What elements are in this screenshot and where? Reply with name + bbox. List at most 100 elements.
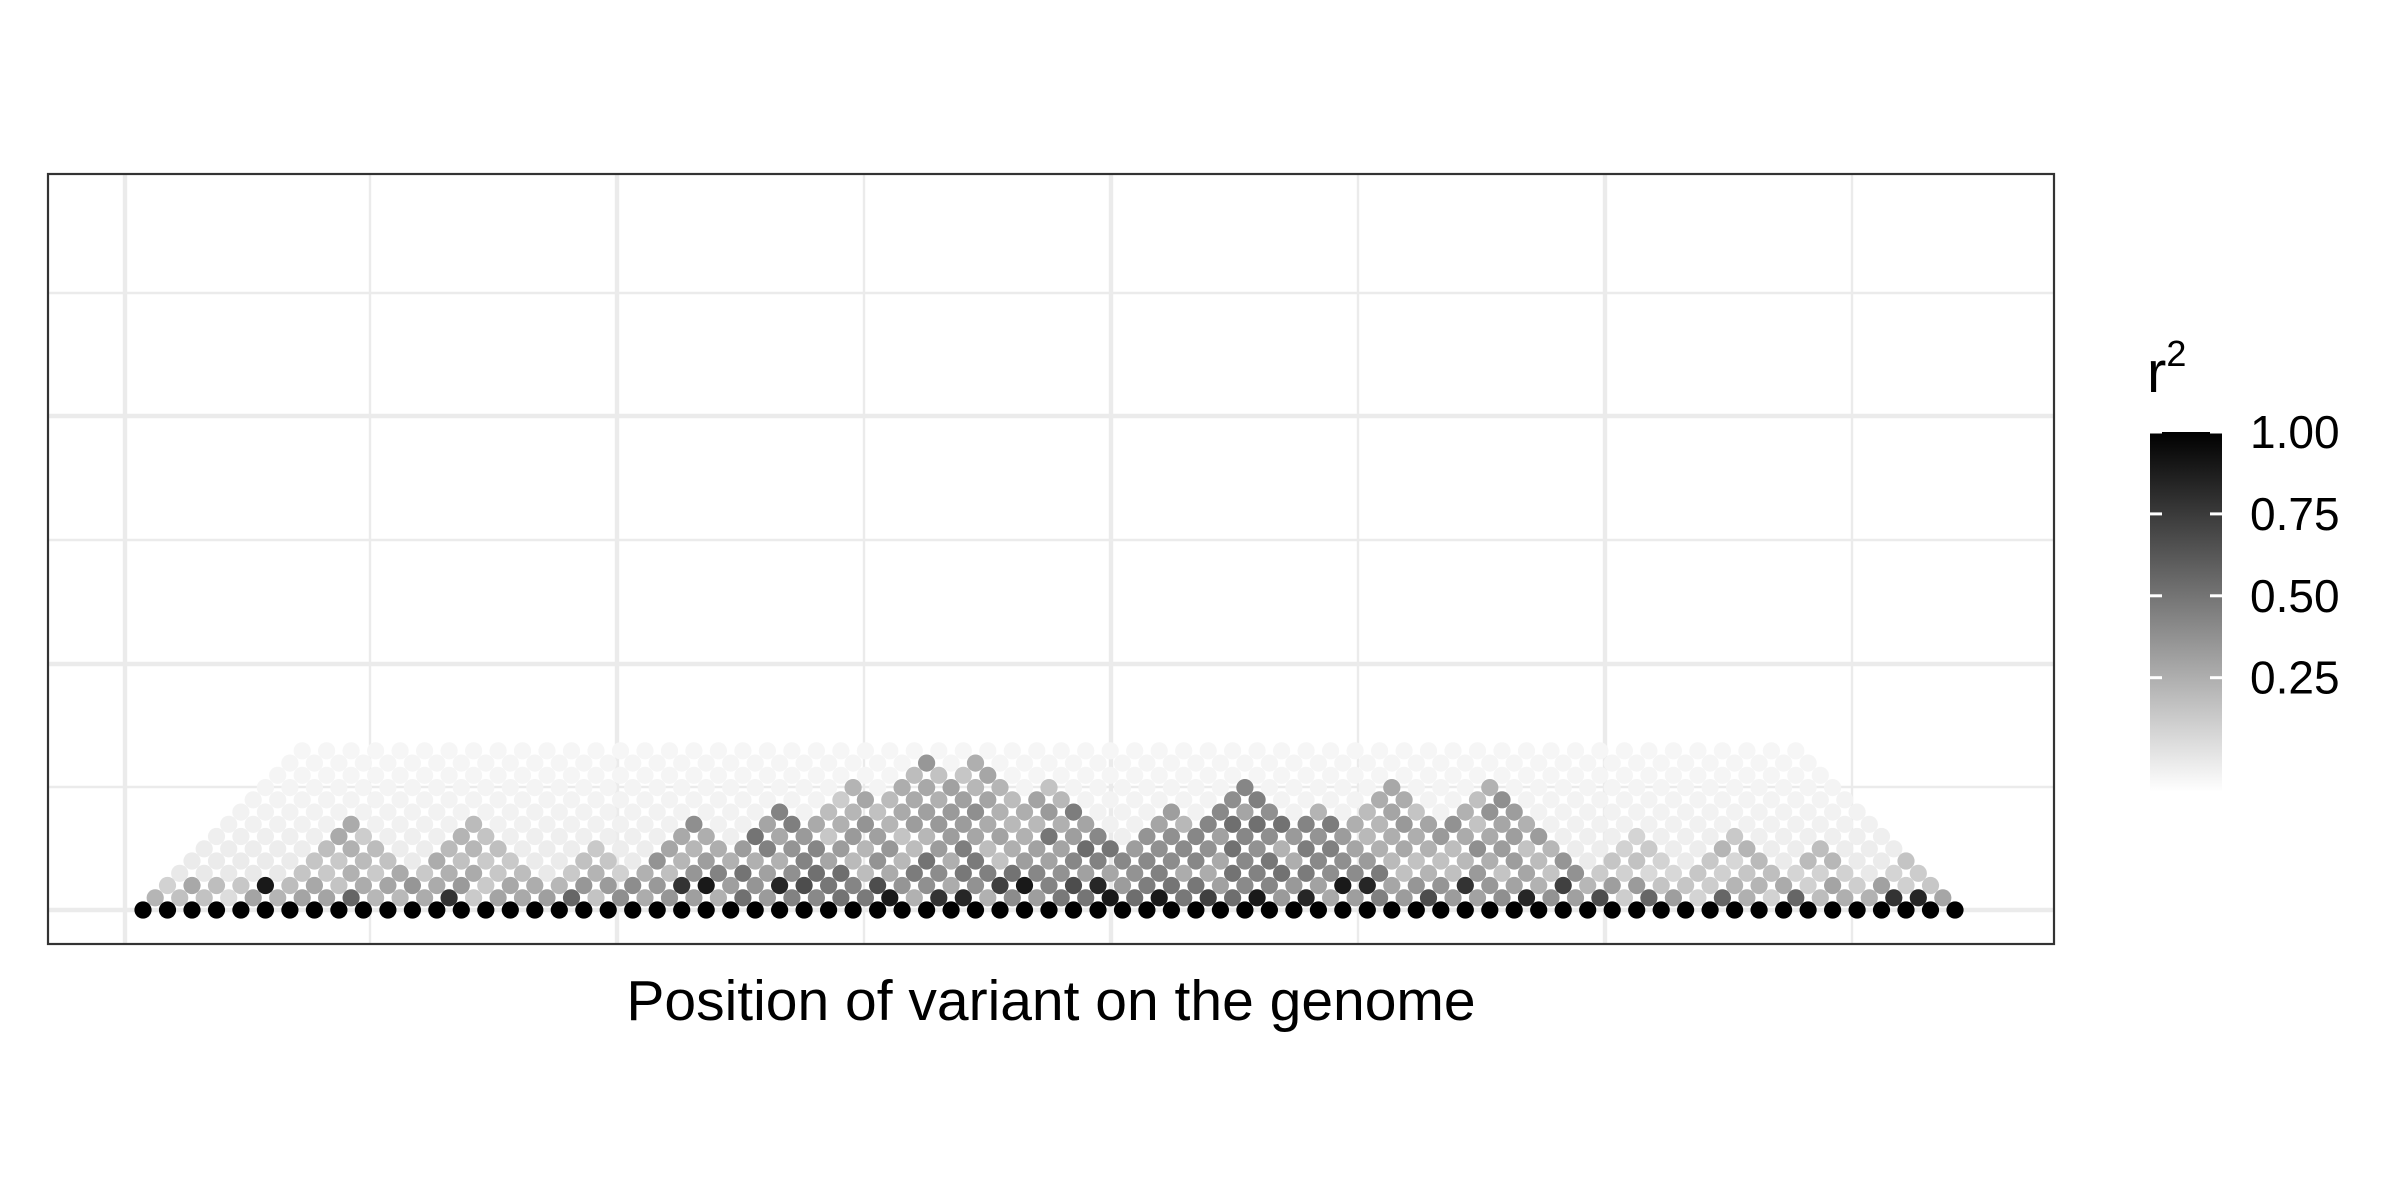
ld-pair-point xyxy=(1542,840,1560,858)
variant-point xyxy=(526,901,544,919)
ld-pair-point xyxy=(1113,779,1132,797)
ld-pair-point xyxy=(538,791,556,809)
ld-pair-point xyxy=(1787,889,1805,907)
ld-pair-point xyxy=(771,779,789,797)
ld-pair-point xyxy=(1407,779,1425,797)
ld-pair-point xyxy=(1603,852,1621,870)
ld-pair-point xyxy=(1824,779,1842,797)
ld-pair-point xyxy=(1664,864,1682,882)
ld-pair-point xyxy=(1077,864,1095,882)
ld-pair-point xyxy=(1468,742,1487,760)
variant-point xyxy=(1799,901,1817,919)
ld-pair-point xyxy=(367,840,385,858)
ld-pair-point xyxy=(1909,864,1927,882)
panel-border xyxy=(46,172,2056,946)
variant-point xyxy=(1162,901,1180,919)
ld-pair-point xyxy=(1750,852,1768,870)
variant-point xyxy=(599,901,617,919)
legend-title: r2 xyxy=(2147,333,2186,405)
ld-pair-point xyxy=(1530,803,1548,821)
ld-pair-point xyxy=(1824,852,1842,870)
ld-pair-point xyxy=(1052,840,1070,858)
ld-pair-point xyxy=(673,779,691,797)
ld-pair-point xyxy=(1493,791,1511,809)
ld-pair-point xyxy=(1738,742,1756,760)
ld-pair-point xyxy=(244,840,262,858)
ld-pair-point xyxy=(1811,766,1829,784)
ld-pair-point xyxy=(305,803,323,821)
ld-pair-point xyxy=(1897,876,1915,895)
ld-pair-point xyxy=(1909,889,1927,907)
ld-pair-point xyxy=(1677,876,1695,895)
ld-pair-point xyxy=(636,766,654,784)
ld-pair-point xyxy=(526,852,544,870)
ld-pair-point xyxy=(1248,864,1266,882)
ld-pair-point xyxy=(746,779,764,797)
variant-point xyxy=(918,901,936,919)
variant-point xyxy=(869,901,887,919)
ld-pair-point xyxy=(795,852,813,870)
ld-pair-point xyxy=(979,742,997,760)
ld-pair-point xyxy=(416,791,434,809)
ld-pair-point xyxy=(930,766,948,784)
ld-pair-point xyxy=(1787,791,1805,809)
ld-pair-point xyxy=(1762,766,1780,784)
ld-pair-point xyxy=(305,827,323,846)
ld-pair-point xyxy=(1787,742,1805,760)
ld-pair-point xyxy=(1652,779,1670,797)
ld-pair-point xyxy=(1493,864,1511,882)
ld-pair-point xyxy=(930,889,948,907)
ld-pair-point xyxy=(1371,766,1389,784)
variant-point xyxy=(256,901,274,919)
ld-pair-point xyxy=(807,791,826,809)
ld-pair-point xyxy=(575,876,593,895)
ld-pair-point xyxy=(1028,864,1046,882)
variant-point xyxy=(1872,901,1891,919)
ld-pair-point xyxy=(648,876,666,895)
ld-pair-point xyxy=(342,840,360,858)
ld-pair-point xyxy=(807,742,826,760)
ld-pair-point xyxy=(1713,815,1731,833)
ld-pair-point xyxy=(489,840,507,858)
variant-point xyxy=(379,901,397,919)
ld-pair-point xyxy=(367,864,385,882)
variant-point xyxy=(134,901,152,919)
ld-pair-point xyxy=(1591,864,1609,882)
ld-pair-point xyxy=(1248,742,1266,760)
ld-pair-point xyxy=(1089,803,1107,821)
ld-pair-point xyxy=(513,791,532,809)
ld-pair-point xyxy=(1285,827,1303,846)
variant-point xyxy=(624,901,642,919)
ld-pair-point xyxy=(1309,779,1327,797)
ld-pair-point xyxy=(966,876,985,895)
ld-pair-point xyxy=(1824,803,1842,821)
ld-pair-point xyxy=(587,889,605,907)
ld-pair-point xyxy=(1640,791,1658,809)
ld-pair-point xyxy=(501,754,519,772)
ld-pair-point xyxy=(269,864,287,882)
ld-pair-point xyxy=(1150,766,1168,784)
ld-pair-point xyxy=(1407,876,1425,895)
ld-pair-point xyxy=(477,827,495,846)
ld-pair-point xyxy=(1885,840,1903,858)
ld-pair-point xyxy=(1309,852,1327,870)
ld-pair-point xyxy=(1371,840,1389,858)
ld-pair-point xyxy=(1603,754,1621,772)
variant-point xyxy=(501,901,519,919)
ld-pair-point xyxy=(660,840,679,858)
ld-pair-point xyxy=(1285,876,1303,895)
ld-pair-point xyxy=(856,791,875,809)
ld-pair-point xyxy=(709,791,728,809)
ld-pair-point xyxy=(1591,815,1609,833)
ld-pair-point xyxy=(685,889,703,907)
ld-pair-point xyxy=(1211,779,1229,797)
ld-pair-point xyxy=(1493,766,1511,784)
ld-pair-point xyxy=(1664,889,1682,907)
variant-point xyxy=(452,901,470,919)
ld-pair-point xyxy=(1554,852,1572,870)
ld-pair-point xyxy=(1224,766,1242,784)
ld-pair-point xyxy=(1775,876,1793,895)
variant-point xyxy=(1089,901,1107,919)
ld-pair-point xyxy=(1015,876,1034,895)
ld-pair-point xyxy=(624,779,642,797)
